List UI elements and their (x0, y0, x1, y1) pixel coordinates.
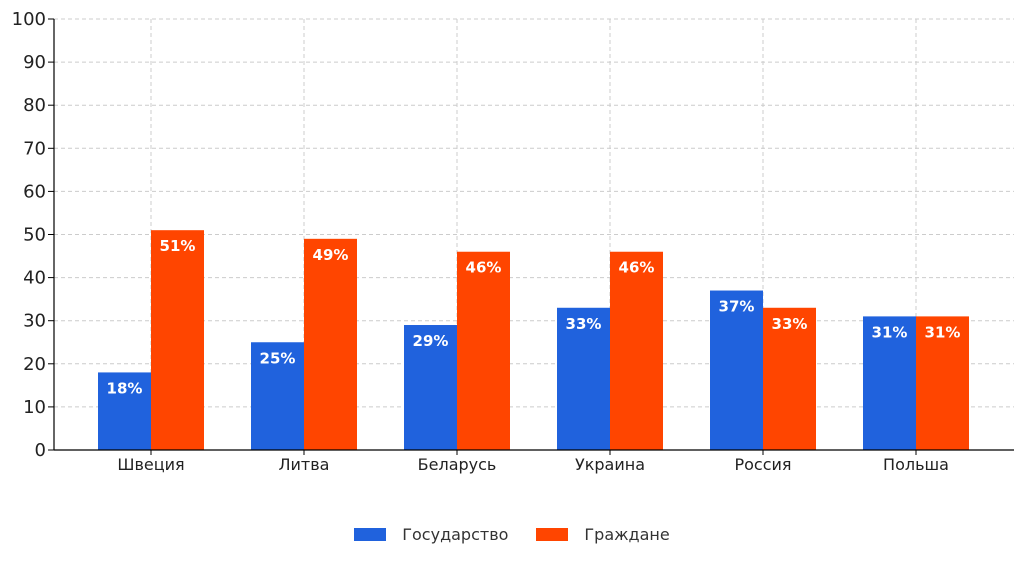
data-label-series-0-2: 29% (413, 332, 449, 350)
x-tick-label-2: Беларусь (418, 455, 497, 474)
legend-swatch-series-0 (354, 527, 387, 541)
x-axis-ticks: Швеция Литва Беларусь Украина Россия Польша (117, 450, 949, 474)
y-tick-label-80: 80 (23, 95, 46, 116)
bar-series-0-0 (98, 372, 151, 450)
data-labels: 18% 25% 29% 33% 37% 31% 51% 49% 46% 46% 33% 31% (107, 237, 961, 397)
legend: Государство Граждане (0, 522, 1024, 546)
y-tick-label-0: 0 (35, 440, 46, 461)
bar-series-0-1 (251, 342, 304, 450)
legend-swatch-series-1 (536, 527, 569, 541)
bar-series-1-0 (151, 230, 204, 450)
y-tick-label-70: 70 (23, 138, 46, 159)
data-label-series-0-1: 25% (260, 349, 296, 367)
x-tick-label-5: Польша (883, 455, 949, 474)
data-label-series-0-3: 33% (566, 315, 602, 333)
x-tick-label-4: Россия (734, 455, 791, 474)
data-label-series-1-1: 49% (313, 246, 349, 264)
legend-item-series-1: Граждане (536, 524, 670, 544)
y-tick-label-90: 90 (23, 52, 46, 73)
data-label-series-1-2: 46% (466, 259, 502, 277)
x-tick-label-3: Украина (575, 455, 645, 474)
data-label-series-0-5: 31% (872, 323, 908, 341)
bar-series-0-2 (404, 325, 457, 450)
y-tick-label-40: 40 (23, 268, 46, 289)
data-label-series-0-4: 37% (719, 298, 755, 316)
bar-series-1-1 (304, 238, 357, 450)
bar-series-0-3 (557, 307, 610, 450)
data-label-series-1-5: 31% (925, 323, 961, 341)
y-tick-label-60: 60 (23, 181, 46, 202)
data-label-series-1-3: 46% (619, 259, 655, 277)
legend-label-series-1: Граждане (584, 524, 670, 544)
y-tick-label-20: 20 (23, 354, 46, 375)
y-axis-ticks: 0 10 20 30 40 50 60 70 80 90 100 (12, 9, 54, 461)
bar-series-1-4 (763, 307, 816, 450)
data-label-series-1-4: 33% (772, 315, 808, 333)
legend-label-series-0: Государство (402, 524, 509, 544)
bars (98, 230, 969, 450)
x-tick-label-1: Литва (279, 455, 330, 474)
grid-lines (54, 18, 1014, 450)
legend-item-series-0: Государство (354, 525, 508, 544)
y-tick-label-30: 30 (23, 311, 46, 332)
x-tick-label-0: Швеция (117, 455, 184, 474)
bar-series-1-3 (610, 251, 663, 450)
bar-series-1-2 (457, 251, 510, 450)
bar-series-0-4 (710, 290, 763, 450)
y-tick-label-100: 100 (12, 9, 46, 30)
bar-series-1-5 (916, 316, 969, 450)
data-label-series-0-0: 18% (107, 379, 143, 397)
y-tick-label-10: 10 (23, 397, 46, 418)
data-label-series-1-0: 51% (160, 237, 196, 255)
bar-series-0-5 (863, 316, 916, 450)
y-tick-label-50: 50 (23, 225, 46, 246)
